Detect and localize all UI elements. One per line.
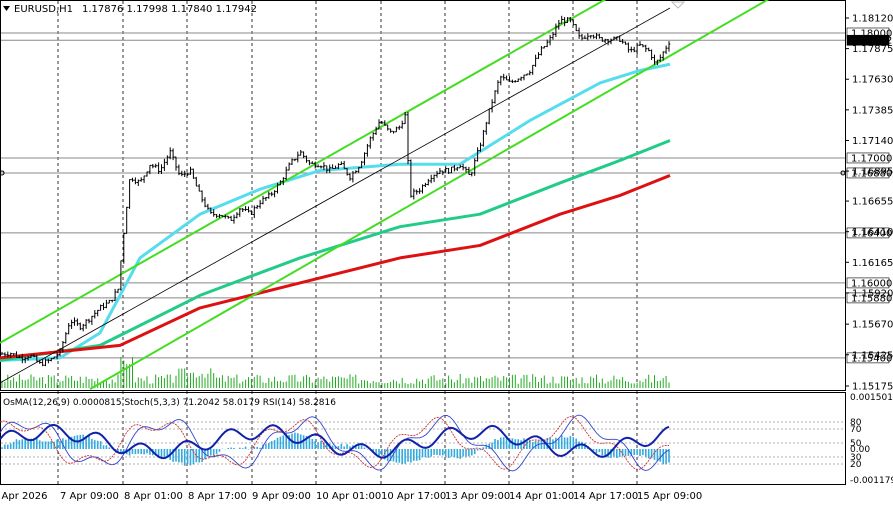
level-label-box xyxy=(846,167,890,179)
indicator-tick-label: 70 xyxy=(850,425,862,435)
tick-volumes xyxy=(1,356,670,388)
price-tick-label: 1.17875 xyxy=(852,44,893,55)
stoch-main-line xyxy=(0,414,670,472)
time-tick-label: 13 Apr 09:00 xyxy=(445,491,510,502)
vertical-gridlines xyxy=(57,1,638,484)
indicator-tick-label: 0.00 xyxy=(850,445,870,455)
price-tick-label: 1.15425 xyxy=(852,350,893,361)
time-tick-label: 9 Apr 09:00 xyxy=(252,491,311,502)
level-label-box xyxy=(846,352,890,364)
price-tick-label: 1.17630 xyxy=(852,75,893,86)
time-tick-label: 10 Apr 17:00 xyxy=(381,491,446,502)
price-tick-label: 1.16165 xyxy=(852,258,893,269)
level-label-box xyxy=(846,34,890,46)
moving-average-line xyxy=(0,139,671,362)
indicator-tick-label: 30 xyxy=(850,453,862,463)
moving-average-line xyxy=(0,62,671,362)
level-label: 1.16880 xyxy=(851,168,892,179)
price-tick-label: 1.15175 xyxy=(852,382,893,393)
trend-channel xyxy=(0,0,770,390)
indicator-tick-label: 20 xyxy=(850,460,862,470)
price-tick-label: 1.17385 xyxy=(852,105,893,116)
level-label-box xyxy=(846,292,890,304)
indicator-plot-frame xyxy=(0,392,846,485)
time-tick-label: 7 Apr 09:00 xyxy=(60,491,119,502)
horizontal-levels xyxy=(0,32,846,359)
rsi-line xyxy=(0,423,670,460)
time-tick-label: 15 Apr 09:00 xyxy=(637,491,702,502)
price-tick-label: 1.16410 xyxy=(852,227,893,238)
indicator-tick-label: 80 xyxy=(850,418,862,428)
level-label-box xyxy=(846,277,890,289)
channel-line xyxy=(0,7,671,384)
price-tick-label: 1.18120 xyxy=(852,14,893,25)
indicator-tick-label: -0.0011791 xyxy=(850,476,893,486)
time-tick-label: 10 Apr 01:00 xyxy=(316,491,381,502)
channel-line xyxy=(89,0,770,390)
indicator-tick-label: 50 xyxy=(850,439,862,449)
level-label-box xyxy=(846,152,890,164)
indicator-label: OsMA(12,26,9) 0.0000815 Stoch(5,3,3) 71.… xyxy=(3,398,336,408)
level-handle xyxy=(0,170,5,176)
level-label: 1.17942 xyxy=(851,36,892,47)
time-tick-label: 8 Apr 17:00 xyxy=(188,491,247,502)
moving-average-line xyxy=(0,174,671,360)
time-tick-label: 8 Apr 01:00 xyxy=(124,491,183,502)
symbol-label: EURUSD,H1 xyxy=(14,4,73,15)
price-tick-label: 1.15670 xyxy=(852,320,893,331)
level-label: 1.17000 xyxy=(851,153,892,164)
ohlc-readout: 1.17876 1.17998 1.17840 1.17942 xyxy=(82,4,257,15)
level-handle xyxy=(840,170,846,176)
price-tick-label: 1.17140 xyxy=(852,136,893,147)
level-label: 1.18000 xyxy=(851,28,892,39)
channel-arrow-icon xyxy=(670,1,686,9)
level-label: 1.15880 xyxy=(851,293,892,304)
level-label: 1.16400 xyxy=(851,228,892,239)
indicator-tick-label: 0.0015013 xyxy=(850,393,893,403)
level-label: 1.15400 xyxy=(851,353,892,364)
price-tick-label: 1.16895 xyxy=(852,167,893,178)
time-axis: 6 Apr 2026 7 Apr 09:00 8 Apr 01:00 8 Apr 17… xyxy=(0,491,702,502)
price-tick-label: 1.15920 xyxy=(852,288,893,299)
time-tick-label: 6 Apr 2026 xyxy=(0,491,47,502)
indicator-pane xyxy=(0,414,845,472)
stoch-signal-line xyxy=(0,416,670,470)
symbol-dropdown-icon[interactable] xyxy=(3,6,10,11)
level-label: 1.16000 xyxy=(851,278,892,289)
channel-line xyxy=(0,0,607,344)
level-label-box xyxy=(846,227,890,239)
moving-averages xyxy=(0,62,671,362)
time-tick-label: 14 Apr 17:00 xyxy=(573,491,638,502)
time-tick-label: 14 Apr 01:00 xyxy=(509,491,574,502)
price-bars xyxy=(0,15,671,367)
price-tick-label: 1.16655 xyxy=(852,197,893,208)
